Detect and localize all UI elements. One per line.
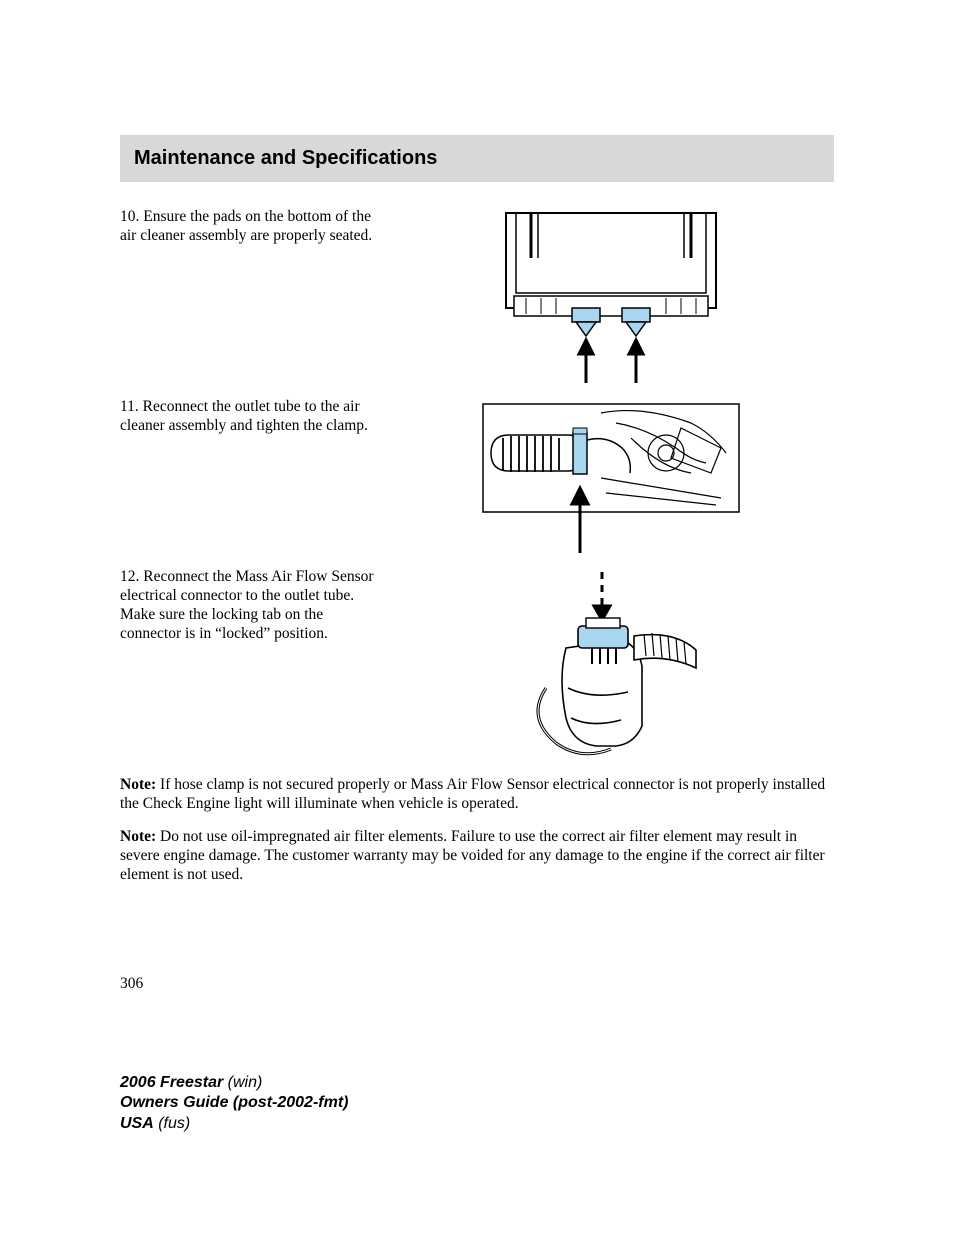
step-11-row: 11. Reconnect the outlet tube to the air… <box>120 398 834 558</box>
step-12-diagram <box>388 568 834 758</box>
step-10-text: 10. Ensure the pads on the bottom of the… <box>120 208 388 246</box>
footer-model: 2006 Freestar <box>120 1074 223 1091</box>
air-cleaner-pads-diagram-icon <box>486 208 736 388</box>
note-1-label: Note: <box>120 776 156 793</box>
note-2-text: Do not use oil-impregnated air filter el… <box>120 828 825 883</box>
footer-region: USA <box>120 1115 154 1132</box>
footer-line-1: 2006 Freestar (win) <box>120 1073 834 1094</box>
footer-line-3: USA (fus) <box>120 1114 834 1135</box>
page-number: 306 <box>120 975 834 993</box>
document-page: Maintenance and Specifications 10. Ensur… <box>0 0 954 1195</box>
footer-model-code: (win) <box>223 1074 262 1091</box>
note-2: Note: Do not use oil-impregnated air fil… <box>120 828 834 885</box>
footer-region-code: (fus) <box>154 1115 190 1132</box>
note-1: Note: If hose clamp is not secured prope… <box>120 776 834 814</box>
section-title: Maintenance and Specifications <box>134 147 820 170</box>
footer-line-2: Owners Guide (post-2002-fmt) <box>120 1093 834 1114</box>
footer-block: 2006 Freestar (win) Owners Guide (post-2… <box>120 1073 834 1135</box>
step-12-text: 12. Reconnect the Mass Air Flow Sensor e… <box>120 568 388 644</box>
step-11-text: 11. Reconnect the outlet tube to the air… <box>120 398 388 436</box>
section-header-bar: Maintenance and Specifications <box>120 135 834 182</box>
step-10-diagram <box>388 208 834 388</box>
note-2-label: Note: <box>120 828 156 845</box>
footer-guide: Owners Guide (post-2002-fmt) <box>120 1094 348 1111</box>
maf-connector-diagram-icon <box>516 568 706 758</box>
note-1-text: If hose clamp is not secured properly or… <box>120 776 825 812</box>
notes-section: Note: If hose clamp is not secured prope… <box>120 776 834 885</box>
step-11-diagram <box>388 398 834 558</box>
outlet-tube-clamp-diagram-icon <box>481 398 741 558</box>
step-12-row: 12. Reconnect the Mass Air Flow Sensor e… <box>120 568 834 758</box>
step-10-row: 10. Ensure the pads on the bottom of the… <box>120 208 834 388</box>
